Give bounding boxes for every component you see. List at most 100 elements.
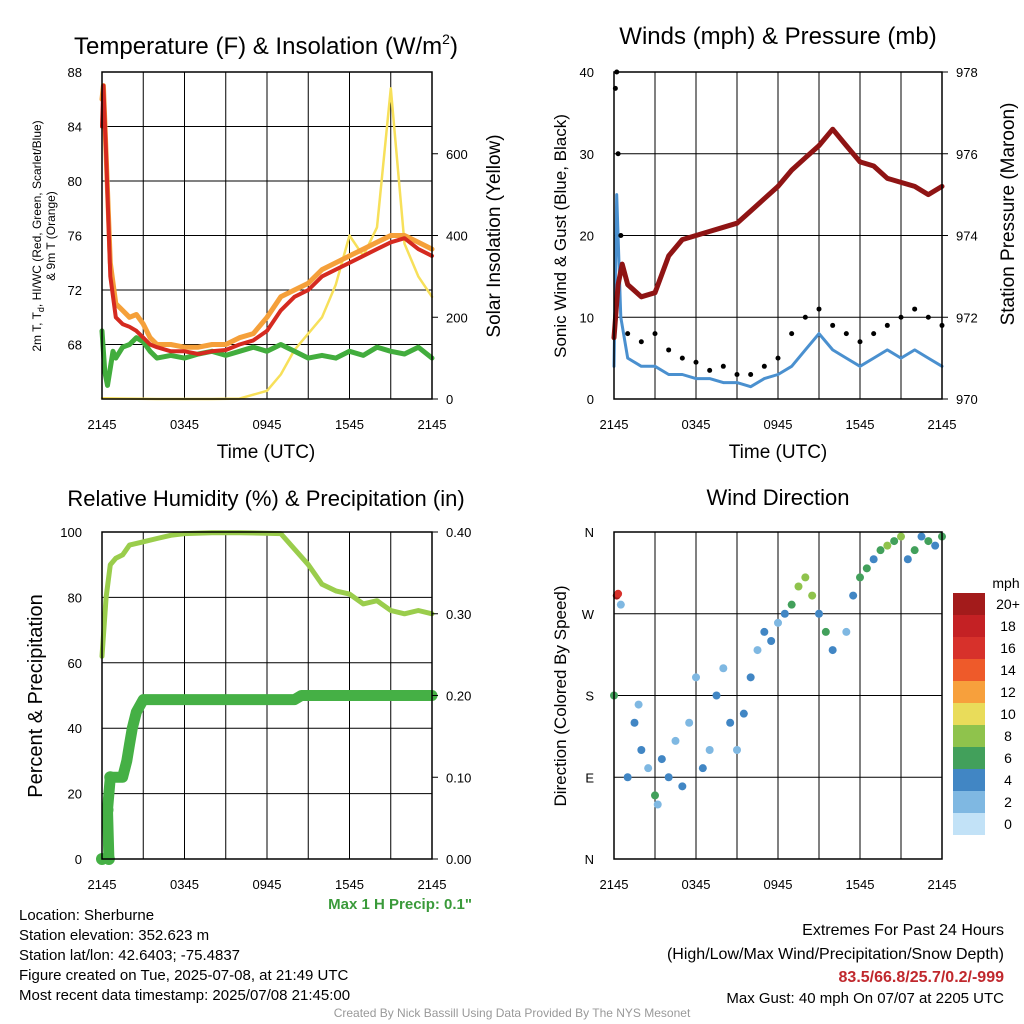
gust-point	[618, 233, 624, 238]
y-tick-label-right: 600	[446, 147, 468, 162]
x-tick-label: 1545	[846, 877, 875, 892]
y-tick-label-left: 76	[68, 229, 82, 244]
wind-direction-point	[931, 541, 940, 550]
wind-direction-point	[801, 573, 810, 582]
y-tick-label-left: 10	[580, 310, 594, 325]
wind-direction-point	[726, 718, 735, 727]
y-tick-label-right: 0	[446, 392, 453, 407]
y-tick-label-left: N	[585, 525, 594, 540]
y-tick-label-right: 0.20	[446, 689, 471, 704]
wind-direction-point	[653, 800, 662, 809]
extremes-subtitle: (High/Low/Max Wind/Precipitation/Snow De…	[666, 946, 1004, 963]
y-tick-label-right: 0.40	[446, 525, 471, 540]
x-tick-label: 0945	[764, 877, 793, 892]
wind-direction-point	[657, 755, 666, 764]
wind-direction-plot-frame	[613, 531, 943, 860]
elevation-text: Station elevation: 352.623 m	[19, 927, 210, 944]
x-tick-label: 2145	[418, 877, 447, 892]
gust-point	[925, 314, 931, 320]
extremes-title: Extremes For Past 24 Hours	[802, 922, 1004, 939]
y-tick-label-left: 68	[68, 338, 82, 353]
x-tick-label: 2145	[928, 877, 957, 892]
y-tick-label-left: N	[585, 852, 594, 867]
wind-direction-point	[719, 664, 728, 673]
temperature-ylabel-left: 2m T, Td, HI/WC (Red, Green, Scarlet/Blu…	[30, 120, 46, 351]
wind-direction-point	[671, 736, 680, 745]
temp-2m-line	[100, 83, 434, 356]
y-tick-label-left: 72	[68, 283, 82, 298]
colorbar-swatch	[953, 769, 985, 791]
colorbar-label: 14	[1000, 662, 1016, 678]
gust-point	[625, 331, 631, 337]
gust-point	[857, 339, 863, 345]
wind-direction-point	[767, 637, 776, 645]
precip-point	[101, 803, 114, 816]
wind-direction-point	[705, 746, 714, 754]
gust-point	[843, 331, 849, 337]
colorbar-swatch	[953, 791, 985, 813]
winds-xlabel: Time (UTC)	[729, 442, 828, 463]
y-tick-label-right: 0.30	[446, 607, 471, 622]
x-tick-label: 2145	[88, 417, 117, 432]
wind-direction-point	[692, 673, 700, 682]
wind-direction-point	[808, 591, 817, 600]
y-tick-label-left: 100	[60, 525, 82, 540]
colorbar-swatch	[953, 725, 985, 747]
wind-direction-point	[614, 589, 623, 598]
gust-point	[720, 363, 726, 369]
x-tick-label: 1545	[846, 417, 875, 432]
humidity-title: Relative Humidity (%) & Precipitation (i…	[67, 486, 464, 511]
x-tick-label: 2145	[88, 877, 117, 892]
wind-direction-point	[856, 573, 864, 582]
gust-point	[912, 306, 918, 312]
temperature-ylabel-left-line2: & 9m T (Orange)	[44, 191, 58, 281]
colorbar-swatch	[953, 747, 985, 769]
wind-direction-ticks: 2145 0345 0945 1545 2145 N E S W N	[582, 525, 957, 892]
gust-point	[707, 367, 713, 373]
wind-direction-point	[924, 537, 933, 546]
wind-direction-point	[897, 532, 905, 541]
wind-direction-point	[917, 532, 926, 541]
wind-direction-point	[760, 627, 769, 636]
humidity-panel: Relative Humidity (%) & Precipitation (i…	[25, 486, 472, 913]
gust-point	[666, 347, 672, 353]
created-text: Figure created on Tue, 2025-07-08, at 21…	[19, 967, 349, 984]
wind-direction-point	[733, 746, 741, 754]
temperature-title: Temperature (F) & Insolation (W/m2)	[74, 31, 458, 60]
colorbar-swatch	[953, 615, 985, 637]
colorbar-swatch	[953, 637, 985, 659]
wind-direction-point	[821, 627, 830, 636]
wind-direction-point	[630, 718, 639, 727]
wind-direction-point	[876, 546, 885, 555]
x-tick-label: 2145	[418, 417, 447, 432]
humidity-ylabel-left: Percent & Precipitation	[25, 594, 47, 797]
x-tick-label: 2145	[928, 417, 957, 432]
heat-index-line	[99, 328, 435, 388]
wind-direction-point	[910, 546, 919, 555]
max-gust-text: Max Gust: 40 mph On 07/07 at 2205 UTC	[726, 990, 1004, 1007]
humidity-ticks: 2145 0345 0945 1545 2145 0 20 40 60 80 100 0.00 0.10…	[60, 525, 471, 892]
gust-point	[638, 339, 644, 345]
wind-direction-grid	[614, 531, 942, 860]
wind-direction-point	[644, 764, 653, 773]
wind-direction-point	[634, 700, 643, 709]
x-tick-label: 0945	[253, 877, 282, 892]
y-tick-label-left: 80	[68, 590, 82, 605]
wind-direction-point	[712, 691, 721, 700]
winds-grid	[614, 71, 942, 400]
extremes-info: Extremes For Past 24 Hours (High/Low/Max…	[667, 919, 1004, 1009]
y-tick-label-left: 40	[68, 721, 82, 736]
x-tick-label: 2145	[600, 417, 629, 432]
colorbar-label: 2	[1004, 794, 1012, 810]
wind-direction-title: Wind Direction	[706, 485, 849, 510]
gust-point	[802, 314, 808, 320]
x-tick-label: 1545	[335, 417, 364, 432]
wind-direction-point	[739, 709, 748, 718]
colorbar-label: 16	[1000, 640, 1016, 656]
pressure-line	[611, 126, 945, 341]
y-tick-label-right: 400	[446, 229, 468, 244]
y-tick-label-left: W	[582, 607, 595, 622]
location-text: Location: Sherburne	[19, 907, 155, 924]
precip-line	[102, 690, 438, 865]
y-tick-label-right: 0.10	[446, 770, 471, 785]
